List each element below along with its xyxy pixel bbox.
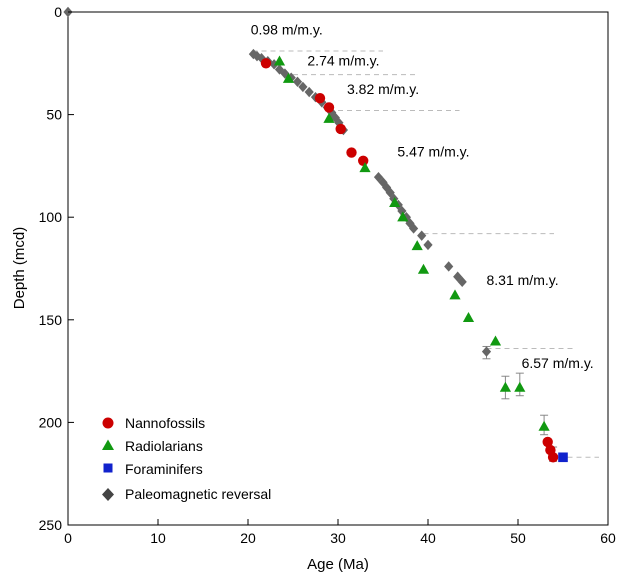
- x-tick-label: 0: [64, 530, 72, 546]
- foraminifers-point: [558, 452, 568, 463]
- y-axis-title: Depth (mcd): [11, 227, 28, 310]
- rate-lines-group: [252, 50, 599, 458]
- paleomagnetic-reversal-point: [304, 86, 314, 98]
- paleomagnetic-reversal-point: [280, 68, 290, 79]
- paleomagnetic-reversal-point: [397, 205, 407, 217]
- legend-label-radiolarians: Radiolarians: [125, 438, 203, 454]
- legend-label-paleomagnetic-reversal: Paleomagnetic reversal: [125, 486, 271, 502]
- legend-item-paleomagnetic-reversal: Paleomagnetic reversal: [102, 486, 271, 502]
- nannofossils-point: [335, 123, 346, 135]
- paleomagnetic-reversal-point: [327, 107, 337, 118]
- paleomagnetic-reversal-point: [457, 276, 467, 288]
- paleomagnetic-reversal-point: [286, 72, 296, 83]
- nannofossils-point: [542, 436, 553, 448]
- x-tick-label: 10: [150, 530, 166, 546]
- nannofossils-point: [346, 147, 357, 158]
- rate-annotation: 5.47 m/m.y.: [397, 144, 469, 160]
- y-tick-label: 100: [39, 209, 63, 225]
- paleomagnetic-reversal-point: [444, 261, 454, 272]
- nannofossils-point: [260, 58, 272, 69]
- nannofossils-point: [323, 102, 335, 113]
- nannofossils-point: [358, 155, 369, 166]
- paleomagnetic-reversal-point: [382, 182, 392, 193]
- legend: Nannofossils Radiolarians Foraminifers P…: [102, 415, 271, 502]
- paleomagnetic-reversal-point: [481, 346, 492, 357]
- radiolarians-point: [323, 112, 335, 123]
- radiolarians-point: [462, 311, 475, 322]
- y-tick-label: 150: [39, 312, 63, 328]
- radiolarians-point: [282, 72, 295, 83]
- paleomagnetic-reversal-point: [401, 212, 411, 223]
- x-tick-label: 30: [330, 530, 346, 546]
- rate-annotation: 6.57 m/m.y.: [522, 355, 594, 371]
- paleomagnetic-reversal-point: [417, 230, 427, 241]
- annotations-group: 0.98 m/m.y. 2.74 m/m.y. 3.82 m/m.y. 5.47 m/…: [251, 22, 594, 371]
- paleomagnetic-reversal-point: [409, 223, 419, 234]
- radiolarians-point: [417, 263, 430, 274]
- rate-annotation: 0.98 m/m.y.: [251, 22, 323, 38]
- x-tick-label: 60: [600, 530, 616, 546]
- nannofossils-point: [314, 92, 326, 104]
- radiolarians-point: [273, 55, 286, 66]
- x-tick-label: 20: [240, 530, 256, 546]
- x-axis-title: Age (Ma): [307, 556, 369, 573]
- legend-marker-foraminifers: [103, 463, 113, 473]
- x-tick-label: 50: [510, 530, 526, 546]
- markers-group: [63, 6, 568, 463]
- y-axis: 0 50 100 150 200 250: [39, 4, 74, 533]
- y-tick-label: 200: [39, 414, 63, 430]
- legend-marker-paleomagnetic-reversal: [102, 488, 114, 501]
- legend-item-radiolarians: Radiolarians: [102, 438, 203, 454]
- legend-label-foraminifers: Foraminifers: [125, 461, 203, 477]
- paleomagnetic-reversal-point: [298, 81, 308, 93]
- paleomagnetic-reversal-point: [292, 76, 303, 87]
- paleomagnetic-reversal-point: [269, 59, 279, 70]
- radiolarians-point: [499, 381, 511, 392]
- legend-item-nannofossils: Nannofossils: [102, 415, 205, 431]
- radiolarians-point: [389, 197, 401, 208]
- nannofossils-point: [547, 452, 559, 463]
- rate-annotation: 2.74 m/m.y.: [307, 52, 379, 68]
- paleomagnetic-reversal-point: [334, 117, 344, 129]
- y-tick-label: 0: [54, 4, 62, 20]
- rate-annotation: 8.31 m/m.y.: [487, 272, 559, 288]
- y-tick-label: 50: [46, 107, 62, 123]
- rate-annotation: 3.82 m/m.y.: [347, 81, 419, 97]
- legend-item-foraminifers: Foraminifers: [103, 461, 203, 477]
- radiolarians-point: [411, 240, 423, 251]
- legend-marker-radiolarians: [102, 439, 114, 450]
- paleomagnetic-reversal-point: [423, 239, 433, 251]
- radiolarians-point: [359, 162, 371, 173]
- radiolarians-point: [514, 381, 526, 392]
- x-tick-label: 40: [420, 530, 436, 546]
- radiolarians-point: [397, 211, 409, 222]
- y-tick-label: 250: [39, 517, 63, 533]
- x-axis: 0 10 20 30 40 50 60: [64, 519, 616, 546]
- radiolarians-point: [489, 335, 502, 346]
- legend-label-nannofossils: Nannofossils: [125, 415, 205, 431]
- radiolarians-point: [538, 420, 550, 431]
- legend-marker-nannofossils: [102, 417, 114, 429]
- radiolarians-point: [449, 289, 461, 300]
